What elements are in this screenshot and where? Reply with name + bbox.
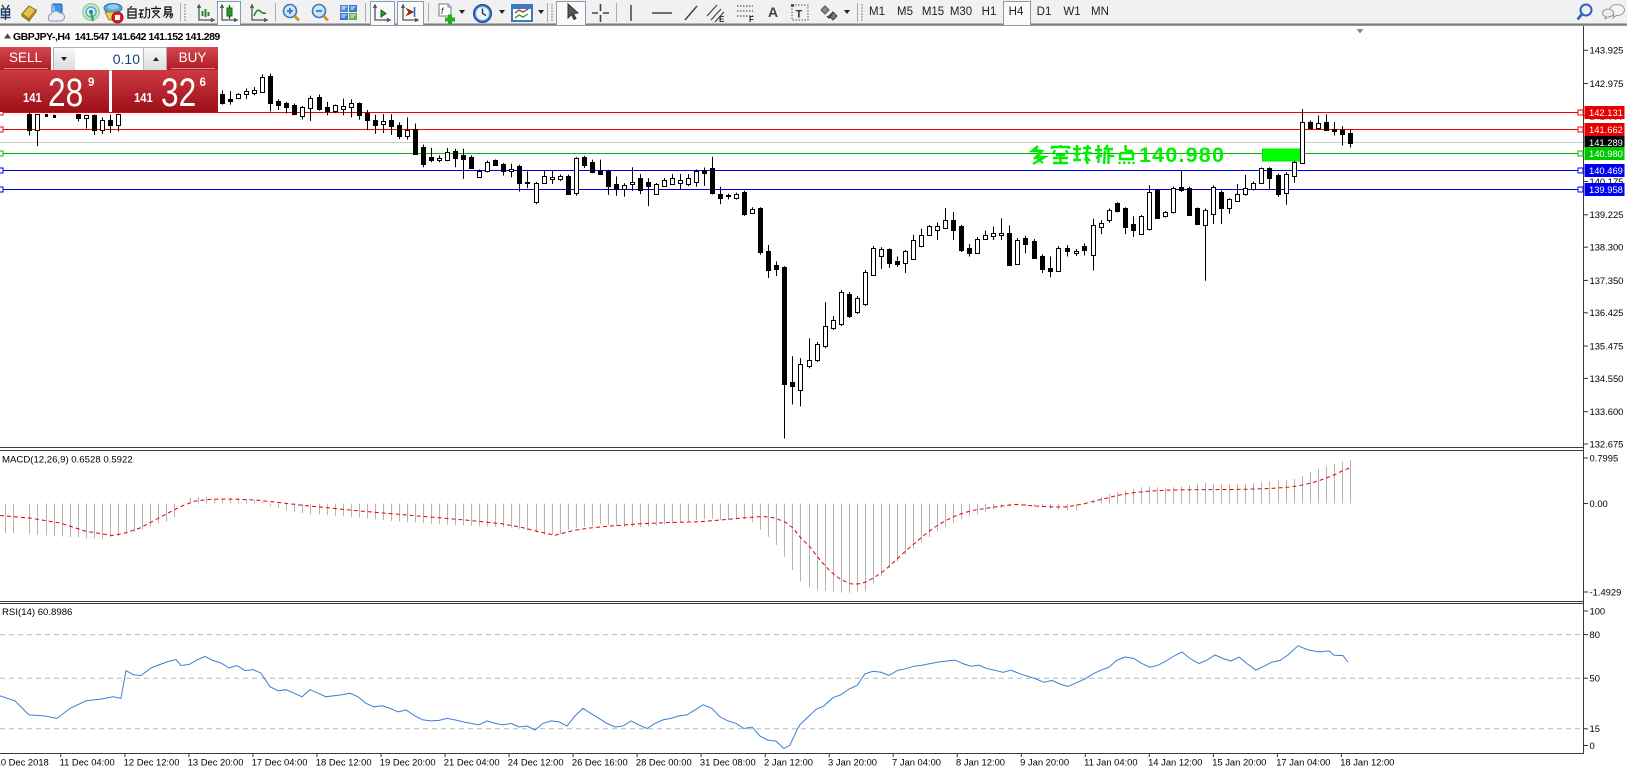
svg-text:136.425: 136.425: [1590, 307, 1624, 318]
svg-text:142.131: 142.131: [1589, 107, 1623, 118]
svg-text:0.00: 0.00: [1590, 498, 1608, 509]
svg-text:0: 0: [1590, 740, 1595, 751]
svg-text:0.7995: 0.7995: [1590, 452, 1619, 463]
svg-text:11 Dec 04:00: 11 Dec 04:00: [60, 757, 115, 768]
svg-text:14 Jan 12:00: 14 Jan 12:00: [1148, 757, 1202, 768]
svg-text:143.925: 143.925: [1590, 45, 1624, 56]
svg-text:17 Jan 04:00: 17 Jan 04:00: [1276, 757, 1330, 768]
svg-text:E: E: [719, 15, 725, 24]
svg-text:134.550: 134.550: [1590, 373, 1624, 384]
svg-text:13 Dec 20:00: 13 Dec 20:00: [188, 757, 244, 768]
svg-text:28 Dec 00:00: 28 Dec 00:00: [636, 757, 692, 768]
svg-text:F: F: [749, 15, 754, 24]
svg-text:100: 100: [1590, 605, 1606, 616]
svg-text:19 Dec 20:00: 19 Dec 20:00: [380, 757, 436, 768]
svg-text:17 Dec 04:00: 17 Dec 04:00: [252, 757, 308, 768]
svg-text:7 Jan 04:00: 7 Jan 04:00: [892, 757, 941, 768]
svg-text:12 Dec 12:00: 12 Dec 12:00: [124, 757, 180, 768]
svg-text:142.975: 142.975: [1590, 78, 1624, 89]
svg-text:f: f: [441, 6, 445, 16]
svg-text:50: 50: [1590, 673, 1600, 684]
svg-text:GBPJPY-,H4 141.547 141.642 14: GBPJPY-,H4 141.547 141.642 141.152 141.2…: [13, 31, 220, 43]
svg-text:MACD(12,26,9) 0.6528 0.5922: MACD(12,26,9) 0.6528 0.5922: [2, 455, 133, 466]
svg-text:140.980: 140.980: [1589, 148, 1623, 159]
svg-text:141.289: 141.289: [1589, 137, 1623, 148]
svg-text:137.350: 137.350: [1590, 275, 1624, 286]
svg-text:140.980: 140.980: [1139, 143, 1225, 167]
svg-text:T: T: [796, 9, 803, 21]
svg-text:26 Dec 16:00: 26 Dec 16:00: [572, 757, 628, 768]
svg-text:8 Jan 12:00: 8 Jan 12:00: [956, 757, 1005, 768]
svg-text:9 Jan 20:00: 9 Jan 20:00: [1020, 757, 1069, 768]
svg-text:80: 80: [1590, 629, 1600, 640]
svg-text:11 Jan 04:00: 11 Jan 04:00: [1084, 757, 1138, 768]
svg-text:140.175: 140.175: [1590, 176, 1624, 187]
svg-text:10 Dec 2018: 10 Dec 2018: [0, 757, 49, 768]
svg-text:2 Jan 12:00: 2 Jan 12:00: [764, 757, 813, 768]
svg-text:21 Dec 04:00: 21 Dec 04:00: [444, 757, 500, 768]
svg-text:132.675: 132.675: [1590, 438, 1624, 449]
svg-text:31 Dec 08:00: 31 Dec 08:00: [700, 757, 756, 768]
svg-text:139.225: 139.225: [1590, 209, 1624, 220]
svg-text:-1.4929: -1.4929: [1590, 586, 1622, 597]
svg-text:RSI(14) 60.8986: RSI(14) 60.8986: [2, 607, 72, 618]
svg-text:18 Jan 12:00: 18 Jan 12:00: [1340, 757, 1394, 768]
svg-text:135.475: 135.475: [1590, 340, 1624, 351]
svg-text:133.600: 133.600: [1590, 406, 1624, 417]
svg-text:15 Jan 20:00: 15 Jan 20:00: [1212, 757, 1266, 768]
svg-text:140.469: 140.469: [1589, 165, 1623, 176]
svg-text:138.300: 138.300: [1590, 242, 1624, 253]
svg-text:141.662: 141.662: [1589, 124, 1623, 135]
svg-text:3 Jan 20:00: 3 Jan 20:00: [828, 757, 877, 768]
svg-text:24 Dec 12:00: 24 Dec 12:00: [508, 757, 564, 768]
svg-text:139.958: 139.958: [1589, 184, 1623, 195]
svg-text:15: 15: [1590, 723, 1600, 734]
svg-text:18 Dec 12:00: 18 Dec 12:00: [316, 757, 372, 768]
